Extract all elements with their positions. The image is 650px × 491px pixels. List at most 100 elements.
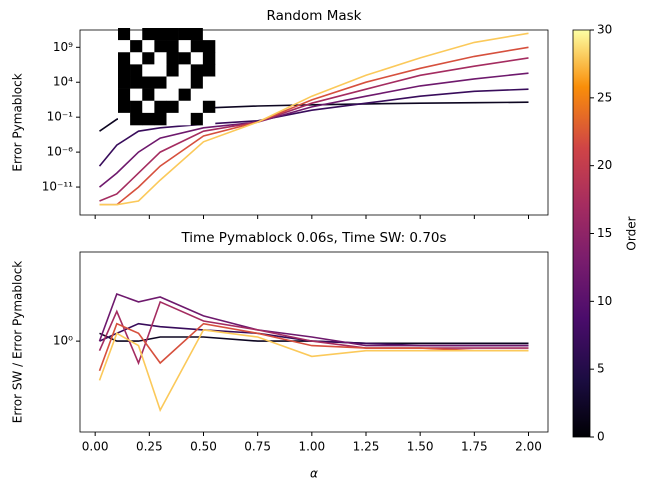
mask-cell [190, 28, 204, 41]
mask-cell [178, 76, 192, 89]
mask-cell [190, 100, 204, 114]
mask-cell [190, 40, 204, 53]
x-tick-label: 1.50 [407, 440, 434, 454]
mask-cell [178, 112, 192, 126]
mask-cell [190, 52, 204, 65]
x-tick-label: 2.00 [515, 440, 542, 454]
colorbar-label: Order [625, 216, 639, 250]
mask-cell [154, 40, 167, 53]
mask-cell [190, 112, 204, 126]
x-tick-label: 1.00 [298, 440, 325, 454]
y-axis-label: Error Pymablock [11, 73, 25, 171]
colorbar-tick-label: 20 [597, 158, 612, 172]
mask-cell [118, 100, 131, 114]
x-tick-label: 0.25 [136, 440, 163, 454]
mask-cell [178, 28, 192, 41]
mask-cell [118, 112, 131, 126]
mask-cell [202, 88, 216, 102]
mask-cell [142, 28, 155, 41]
series-line [99, 32, 529, 206]
mask-cell [166, 64, 179, 77]
mask-cell [154, 88, 167, 102]
colorbar-tick-label: 5 [597, 362, 605, 376]
colorbar [572, 29, 591, 438]
axes-frame [79, 29, 549, 216]
mask-cell [166, 112, 179, 126]
y-tick-label: 10⁻⁶ [47, 145, 74, 159]
mask-cell [166, 28, 179, 41]
mask-cell [118, 40, 131, 53]
mask-cell [166, 88, 179, 102]
mask-cell [142, 100, 155, 114]
mask-cell [130, 52, 143, 65]
mask-cell [118, 76, 131, 89]
y-tick-label: 10⁻¹ [47, 110, 74, 124]
mask-cell [166, 52, 179, 65]
x-tick-label: 0.75 [244, 440, 271, 454]
mask-cell [202, 112, 216, 126]
mask-cell [118, 64, 131, 77]
axes-title: Time Pymablock 0.06s, Time SW: 0.70s [180, 230, 446, 246]
mask-cell [202, 28, 216, 41]
mask-cell [178, 100, 192, 114]
mask-cell [142, 64, 155, 77]
mask-cell [118, 52, 131, 65]
series-line [99, 322, 529, 347]
mask-cell [202, 52, 216, 65]
colorbar-tick-label: 15 [597, 226, 612, 240]
mask-cell [142, 52, 155, 65]
x-tick-label: 0.50 [190, 440, 217, 454]
mask-cell [178, 88, 192, 102]
mask-cell [130, 40, 143, 53]
mask-cell [142, 40, 155, 53]
mask-cell [130, 88, 143, 102]
mask-cell [154, 76, 167, 89]
x-tick-label: 0.00 [82, 440, 109, 454]
series-line [98, 88, 529, 167]
y-tick-label: 10⁰ [53, 334, 73, 348]
colorbar-tick-label: 0 [597, 430, 605, 444]
axes-title: Random Mask [267, 8, 362, 24]
mask-cell [202, 64, 216, 77]
mask-cell [130, 100, 143, 114]
mask-cell [178, 40, 192, 53]
y-tick-label: 10⁴ [53, 75, 73, 89]
mask-cell [166, 76, 179, 89]
mask-cell [118, 28, 131, 41]
mask-cell [202, 76, 216, 89]
axes-frame [79, 251, 549, 433]
x-tick-label: 1.75 [461, 440, 488, 454]
series-line [98, 292, 529, 347]
y-tick-label: 10⁹ [53, 40, 73, 54]
mask-cell [142, 76, 155, 89]
mask-cell [130, 112, 143, 126]
mask-cell [130, 64, 143, 77]
mask-cell [202, 40, 216, 53]
mask-cell [130, 76, 143, 89]
y-axis-label: Error SW / Error Pymablock [11, 261, 25, 424]
mask-cell [190, 76, 204, 89]
series-line [98, 322, 529, 372]
colorbar-tick-label: 25 [597, 90, 612, 104]
mask-cell [130, 28, 143, 41]
mask-cell [154, 112, 167, 126]
series-line [98, 300, 529, 366]
x-tick-label: 1.25 [353, 440, 380, 454]
mask-cell [154, 100, 167, 114]
colorbar-tick-label: 30 [597, 23, 612, 37]
mask-cell [154, 52, 167, 65]
mask-cell [118, 88, 131, 102]
mask-cell [190, 64, 204, 77]
x-axis-label: α [310, 467, 318, 481]
series-line [98, 329, 529, 413]
mask-cell [178, 64, 192, 77]
mask-cell [190, 88, 204, 102]
mask-cell [154, 28, 167, 41]
colorbar-tick-label: 10 [597, 294, 612, 308]
y-tick-label: 10⁻¹¹ [42, 180, 73, 194]
mask-cell [166, 40, 179, 53]
mask-cell [142, 88, 155, 102]
mask-cell [142, 112, 155, 126]
